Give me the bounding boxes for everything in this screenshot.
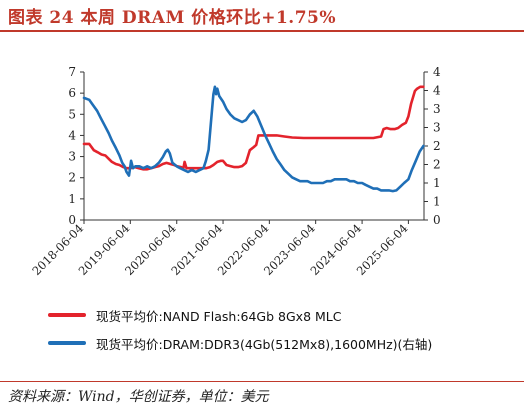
y-tick-label-left: 1 [68, 192, 76, 206]
series-line-nand [82, 85, 425, 171]
y-tick-label-left: 5 [68, 107, 76, 121]
legend-label-dram: 现货平均价:DRAM:DDR3(4Gb(512Mx8),1600MHz)(右轴) [96, 337, 433, 352]
source-note: 资料来源：Wind，华创证券，单位：美元 [8, 389, 269, 405]
title-rule [0, 30, 524, 32]
y-tick-label-right: 2 [433, 139, 441, 153]
plot-area [82, 85, 425, 193]
axes: 012345670112233442018-06-042019-06-04202… [29, 65, 441, 278]
y-tick-label-left: 3 [68, 150, 76, 164]
legend-swatch-dram [48, 341, 86, 345]
y-tick-label-left: 4 [68, 128, 76, 142]
legend-swatch-nand [48, 313, 86, 317]
y-tick-label-right: 1 [433, 195, 441, 209]
y-tick-label-right: 4 [433, 65, 441, 79]
legend: 现货平均价:NAND Flash:64Gb 8Gx8 MLC 现货平均价:DRA… [48, 302, 518, 358]
y-tick-label-left: 0 [68, 213, 76, 227]
legend-item-dram: 现货平均价:DRAM:DDR3(4Gb(512Mx8),1600MHz)(右轴) [48, 330, 518, 358]
figure-title: 图表 24 本周 DRAM 价格环比+1.75% [8, 8, 337, 28]
y-tick-label-right: 3 [433, 102, 441, 116]
y-tick-label-right: 1 [433, 176, 441, 190]
legend-label-nand: 现货平均价:NAND Flash:64Gb 8Gx8 MLC [96, 309, 342, 324]
y-tick-label-right: 2 [433, 158, 441, 172]
y-tick-label-left: 2 [68, 171, 76, 185]
chart: 012345670112233442018-06-042019-06-04202… [29, 65, 441, 278]
y-tick-label-left: 6 [68, 86, 76, 100]
y-tick-label-right: 4 [433, 84, 441, 98]
y-tick-label-right: 0 [433, 213, 441, 227]
series-line-dram [82, 85, 425, 193]
y-tick-label-left: 7 [68, 65, 76, 79]
y-tick-label-right: 3 [433, 121, 441, 135]
source-rule [0, 381, 524, 382]
legend-item-nand: 现货平均价:NAND Flash:64Gb 8Gx8 MLC [48, 302, 518, 330]
